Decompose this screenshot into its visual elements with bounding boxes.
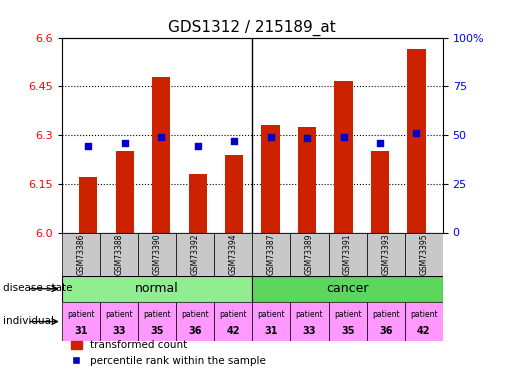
Text: disease state: disease state [3,283,72,293]
Text: patient: patient [105,310,133,319]
Text: GSM73386: GSM73386 [76,233,85,275]
Text: patient: patient [410,310,438,319]
Text: individual: individual [3,316,54,326]
Point [121,140,129,146]
Text: 33: 33 [112,326,126,336]
Text: 36: 36 [188,326,202,336]
FancyBboxPatch shape [329,232,367,276]
Text: GSM73394: GSM73394 [229,233,238,275]
Bar [298,127,316,232]
FancyBboxPatch shape [405,232,443,276]
FancyBboxPatch shape [62,302,100,341]
Point [157,134,165,140]
Text: GSM73395: GSM73395 [419,233,428,275]
Text: patient: patient [181,310,209,319]
Bar [262,125,280,232]
Text: patient: patient [258,310,285,319]
FancyBboxPatch shape [214,232,252,276]
Point [230,138,238,144]
Point [303,135,311,141]
Text: 42: 42 [417,326,431,336]
Text: GSM73392: GSM73392 [191,233,200,275]
Bar [79,177,97,232]
FancyBboxPatch shape [252,302,290,341]
Text: GSM73388: GSM73388 [114,233,124,275]
Point [376,140,384,146]
Text: GSM73393: GSM73393 [381,233,390,275]
FancyBboxPatch shape [176,232,214,276]
Bar [407,49,425,232]
Text: 36: 36 [379,326,392,336]
Title: GDS1312 / 215189_at: GDS1312 / 215189_at [168,20,336,36]
Bar [115,151,134,232]
Text: 35: 35 [150,326,164,336]
Text: patient: patient [67,310,95,319]
Bar [225,154,243,232]
FancyBboxPatch shape [138,302,176,341]
FancyBboxPatch shape [252,276,443,302]
FancyBboxPatch shape [290,302,329,341]
FancyBboxPatch shape [367,302,405,341]
Bar [371,151,389,232]
FancyBboxPatch shape [62,232,100,276]
Text: normal: normal [135,282,179,295]
FancyBboxPatch shape [138,232,176,276]
Text: patient: patient [143,310,171,319]
Text: 31: 31 [74,326,88,336]
Text: 35: 35 [341,326,354,336]
FancyBboxPatch shape [62,276,252,302]
Text: patient: patient [296,310,323,319]
Point [413,130,421,136]
Text: GSM73391: GSM73391 [343,233,352,275]
Point [84,143,92,149]
FancyBboxPatch shape [367,232,405,276]
Bar [334,81,353,232]
Point [266,134,274,140]
Text: 31: 31 [265,326,278,336]
Point [339,134,348,140]
Bar [188,174,207,232]
FancyBboxPatch shape [214,302,252,341]
Text: patient: patient [219,310,247,319]
Text: 42: 42 [227,326,240,336]
FancyBboxPatch shape [100,302,138,341]
Text: GSM73387: GSM73387 [267,233,276,275]
Text: 33: 33 [303,326,316,336]
FancyBboxPatch shape [329,302,367,341]
Point [194,143,202,149]
Text: patient: patient [372,310,400,319]
FancyBboxPatch shape [176,302,214,341]
Text: GSM73390: GSM73390 [152,233,162,275]
Text: GSM73389: GSM73389 [305,233,314,275]
Bar [152,76,170,232]
FancyBboxPatch shape [290,232,329,276]
Text: patient: patient [334,310,362,319]
FancyBboxPatch shape [252,232,290,276]
FancyBboxPatch shape [405,302,443,341]
FancyBboxPatch shape [100,232,138,276]
Text: cancer: cancer [327,282,369,295]
Legend: transformed count, percentile rank within the sample: transformed count, percentile rank withi… [67,336,270,370]
